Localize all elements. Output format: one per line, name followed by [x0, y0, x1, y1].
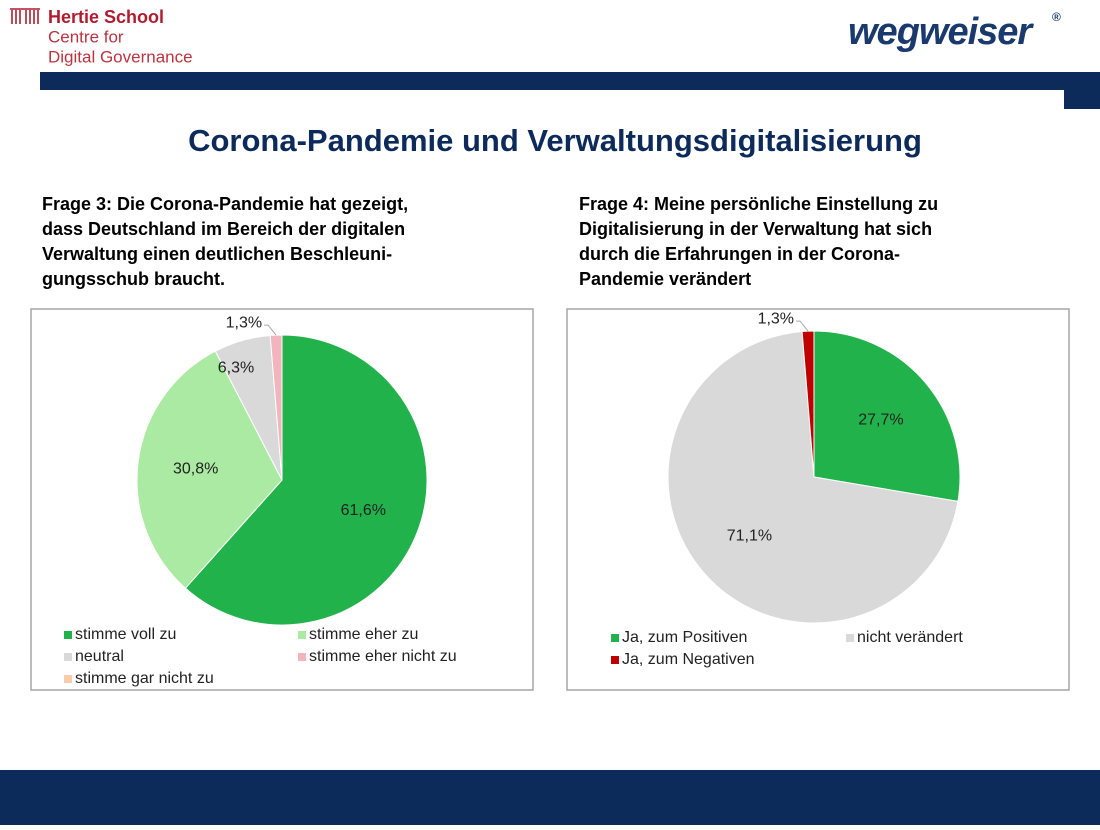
chart-subtitle: dass Deutschland im Bereich der digitale…	[42, 219, 405, 239]
legend-swatch	[64, 675, 72, 683]
logo-icon	[10, 8, 40, 24]
legend-label: Ja, zum Negativen	[622, 651, 755, 668]
legend-swatch	[64, 653, 72, 661]
data-label: 6,3%	[218, 360, 254, 377]
data-label: 30,8%	[173, 460, 218, 477]
pie-slice	[801, 330, 815, 478]
data-label: 1,3%	[226, 314, 262, 331]
legend-swatch	[298, 653, 306, 661]
chart-subtitle: Verwaltung einen deutlichen Beschleuni-	[42, 244, 392, 264]
legend-swatch	[846, 634, 854, 642]
brand: wegweiser	[848, 11, 1034, 53]
chart-subtitle: Pandemie verändert	[579, 269, 751, 289]
chart-subtitle: Frage 3: Die Corona-Pandemie hat gezeigt…	[42, 194, 408, 214]
data-label: 27,7%	[858, 412, 903, 429]
chart-subtitle: durch die Erfahrungen in der Corona-	[579, 244, 900, 264]
data-label: 71,1%	[727, 527, 772, 544]
org-line: Centre for	[48, 27, 124, 46]
brand-mark: ®	[1052, 10, 1061, 24]
chart-subtitle: Digitalisierung in der Verwaltung hat si…	[579, 219, 932, 239]
legend-swatch	[611, 656, 619, 664]
legend-label: stimme eher zu	[309, 626, 418, 643]
legend-label: nicht verändert	[857, 629, 963, 646]
pie-slice	[813, 330, 961, 502]
leader-line	[796, 320, 809, 332]
header-bar-corner	[1064, 72, 1100, 109]
legend-swatch	[298, 631, 306, 639]
legend-label: stimme eher nicht zu	[309, 648, 457, 665]
slide-title: Corona-Pandemie und Verwaltungsdigitalis…	[188, 123, 922, 158]
legend-label: neutral	[75, 648, 124, 665]
header-bar	[40, 72, 1100, 90]
pie-slice	[667, 330, 959, 624]
legend-label: stimme voll zu	[75, 626, 176, 643]
chart-subtitle: gungsschub braucht.	[42, 269, 225, 289]
data-label: 1,3%	[758, 310, 794, 327]
legend-label: Ja, zum Positiven	[622, 629, 747, 646]
legend-swatch	[611, 634, 619, 642]
data-label: 61,6%	[341, 502, 386, 519]
footer-bar	[0, 770, 1100, 825]
leader-line	[264, 324, 277, 336]
legend-swatch	[64, 631, 72, 639]
org-line: Digital Governance	[48, 47, 193, 66]
pie-slice	[184, 334, 428, 626]
legend-label: stimme gar nicht zu	[75, 670, 214, 687]
chart-subtitle: Frage 4: Meine persönliche Einstellung z…	[579, 194, 938, 214]
org-name: Hertie School	[48, 7, 164, 27]
